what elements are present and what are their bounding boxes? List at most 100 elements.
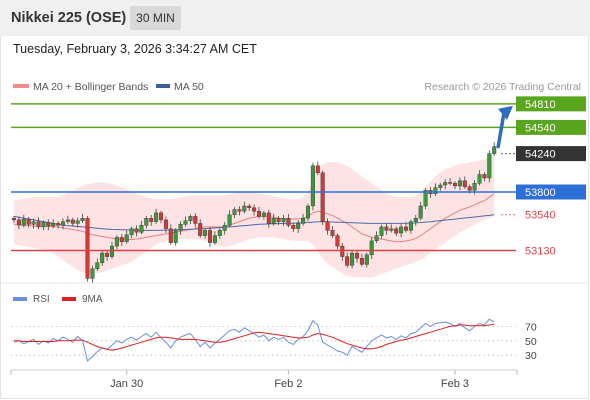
- level-box-54240: [516, 146, 586, 162]
- level-label-54810: 54810: [525, 99, 556, 111]
- candle-body: [80, 217, 85, 221]
- candle-body: [418, 205, 423, 219]
- candle-body: [56, 223, 61, 226]
- level-label-53800: 53800: [525, 187, 556, 199]
- candle-body: [129, 228, 134, 235]
- candle-body: [109, 245, 114, 257]
- rsi-series-rsi: [13, 318, 495, 362]
- candle-body: [320, 172, 325, 222]
- candle-body: [198, 223, 203, 236]
- rsi-series-9ma: [14, 323, 495, 351]
- x-tick-label: Feb 2: [274, 378, 302, 390]
- candle-body: [467, 186, 472, 191]
- candle-body: [65, 219, 70, 222]
- candle-body: [315, 165, 320, 174]
- candle-body: [31, 221, 36, 225]
- candle-body: [149, 217, 154, 222]
- candle-body: [158, 212, 163, 221]
- rsi-legend-swatch: [13, 297, 27, 301]
- candle-body: [457, 180, 462, 187]
- ma50-line: [13, 214, 495, 231]
- candle-body: [301, 217, 306, 224]
- candle-body: [276, 217, 281, 222]
- ma20-legend-swatch: [13, 84, 29, 88]
- level-label-53130: 53130: [525, 245, 556, 257]
- ma20-line: [13, 193, 495, 243]
- level-label-54540: 54540: [525, 122, 556, 134]
- candle-body: [26, 218, 31, 225]
- candle-body: [203, 230, 208, 236]
- candle-body: [448, 182, 453, 184]
- candle-body: [144, 217, 149, 226]
- candle-body: [355, 252, 360, 259]
- candle-body: [379, 226, 384, 236]
- candle-body: [61, 221, 66, 226]
- ma9-legend-swatch: [62, 297, 76, 301]
- candle-body: [95, 262, 100, 270]
- candle-body: [404, 226, 409, 231]
- candle-body: [46, 222, 51, 227]
- bollinger-band: [14, 153, 495, 278]
- candle-body: [139, 224, 144, 233]
- candle-body: [217, 230, 222, 236]
- candle-body: [36, 221, 41, 228]
- ma9-legend-label: 9MA: [82, 294, 103, 305]
- candle-body: [124, 234, 129, 243]
- candle-body: [163, 219, 168, 229]
- candle-body: [207, 230, 212, 243]
- candle-body: [306, 205, 311, 219]
- candle-body: [423, 190, 428, 207]
- candle-body: [266, 212, 271, 224]
- candle-body: [114, 237, 119, 247]
- candle-body: [237, 209, 242, 212]
- candle-body: [193, 216, 198, 224]
- candle-body: [350, 252, 355, 266]
- candle-body: [413, 217, 418, 222]
- candle-body: [247, 205, 252, 208]
- candle-body: [222, 224, 227, 231]
- candle-body: [433, 187, 438, 194]
- candle-body: [75, 220, 80, 224]
- candle-body: [364, 254, 369, 265]
- rsi-legend-label: RSI: [33, 294, 50, 305]
- chart-header: Nikkei 225 (OSE) 30 MIN: [0, 0, 590, 36]
- candle-body: [394, 228, 399, 234]
- ma50-legend-label: MA 50: [174, 81, 204, 93]
- rsi-tick-50: 50: [525, 336, 537, 348]
- candle-body: [389, 228, 394, 231]
- candle-body: [487, 153, 492, 179]
- candle-body: [41, 222, 46, 228]
- candle-body: [173, 230, 178, 243]
- candle-body: [291, 224, 296, 229]
- candle-body: [281, 217, 286, 222]
- candle-body: [384, 226, 389, 231]
- target-arrow-head: [498, 105, 513, 120]
- candle-body: [477, 174, 482, 184]
- candle-body: [453, 183, 458, 187]
- candle-body: [345, 256, 350, 266]
- timeframe-button[interactable]: 30 MIN: [130, 6, 181, 30]
- x-tick-label: Feb 3: [441, 378, 469, 390]
- candle-body: [21, 218, 26, 226]
- candle-body: [178, 224, 183, 231]
- candle-body: [374, 235, 379, 242]
- candle-body: [296, 223, 301, 229]
- candle-body: [11, 217, 16, 221]
- candle-body: [257, 210, 262, 217]
- candle-body: [100, 252, 105, 263]
- rsi-tick-70: 70: [525, 321, 537, 333]
- chart-frame: [0, 36, 589, 399]
- candle-body: [443, 182, 448, 186]
- level-label-53540: 53540: [525, 210, 556, 222]
- candle-body: [492, 146, 497, 154]
- candle-body: [85, 217, 90, 279]
- candle-body: [242, 205, 247, 212]
- candle-body: [399, 226, 404, 234]
- candle-body: [212, 235, 217, 243]
- candle-body: [261, 212, 266, 217]
- candle-body: [359, 258, 364, 265]
- ma50-legend-swatch: [156, 84, 170, 88]
- rsi-tick-30: 30: [525, 350, 537, 362]
- candle-body: [16, 219, 21, 226]
- candle-body: [51, 223, 56, 227]
